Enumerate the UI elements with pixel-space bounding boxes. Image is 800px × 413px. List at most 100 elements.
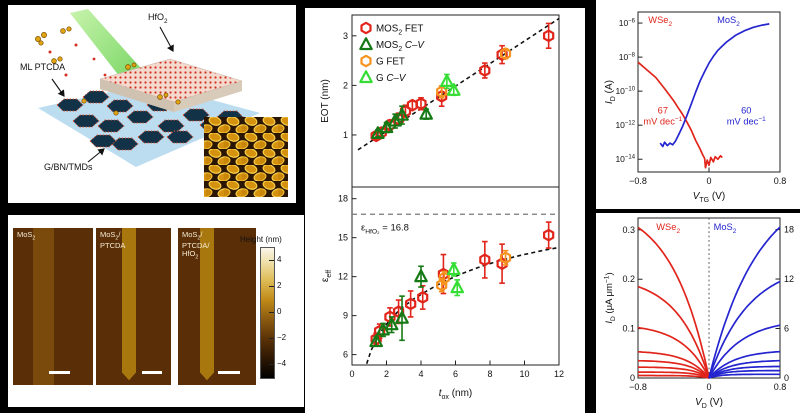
afm-image-2: MoS2/PTCDA: [96, 228, 171, 385]
svg-text:0.8: 0.8: [774, 176, 787, 186]
svg-text:67: 67: [658, 105, 668, 115]
afm-image-label: MoS2: [17, 230, 36, 242]
svg-text:12: 12: [784, 274, 794, 284]
svg-text:15: 15: [338, 233, 348, 243]
svg-text:0.3: 0.3: [622, 225, 635, 235]
schematic-drawing: [35, 9, 288, 197]
chart-transfer: 10−6 10−8 10−10 10−12 10−14 −0.8 0 0.8 WSe2 MoS2 6…: [604, 11, 787, 204]
svg-text:6: 6: [784, 324, 789, 334]
afm-image-3: MoS2/PTCDA/HfO2: [178, 228, 256, 385]
eot-series-mos2-cv: [371, 105, 433, 140]
svg-text:0: 0: [349, 369, 354, 379]
colorbar-tick-mark: [269, 312, 274, 313]
colorbar-title: Height (nm): [240, 235, 282, 244]
svg-text:2: 2: [343, 80, 348, 90]
label-ml-ptcda: ML PTCDA: [20, 62, 66, 72]
svg-text:G C–V: G C–V: [376, 73, 407, 84]
svg-text:WSe2: WSe2: [656, 222, 680, 235]
svg-text:mV dec−1: mV dec−1: [727, 116, 766, 127]
colorbar-tick: −2: [277, 333, 287, 342]
eps-series-mos2-fet: [370, 221, 555, 346]
svg-text:10−14: 10−14: [615, 154, 635, 164]
svg-text:0.8: 0.8: [774, 382, 787, 392]
svg-text:2: 2: [384, 369, 389, 379]
svg-text:10−10: 10−10: [615, 86, 635, 96]
svg-text:10−6: 10−6: [619, 18, 636, 28]
eps-series-g-fet: [436, 249, 512, 293]
svg-text:8: 8: [487, 369, 492, 379]
svg-text:VTG (V): VTG (V): [693, 191, 726, 204]
svg-text:VD (V): VD (V): [695, 397, 723, 410]
eot-series-g-fet: [436, 47, 512, 99]
svg-text:0: 0: [630, 373, 635, 383]
svg-text:εeff: εeff: [320, 270, 333, 282]
svg-text:3: 3: [343, 31, 348, 41]
substrate-slab: [38, 83, 260, 167]
svg-text:9: 9: [343, 311, 348, 321]
svg-text:12: 12: [338, 272, 348, 282]
colorbar-tick: −4: [277, 359, 287, 368]
svg-text:0: 0: [706, 382, 711, 392]
panel-eot-eps: 1 2 3 MOS2 FET MOS2 C–V G FET G C–V EOT (nm) 6 9 1…: [305, 8, 585, 413]
label-substrate: G/BN/TMDs: [44, 162, 93, 172]
afm-scale-bar: [218, 371, 240, 374]
svg-text:6: 6: [343, 350, 348, 360]
svg-text:−0.8: −0.8: [629, 382, 647, 392]
colorbar-tick-mark: [269, 286, 274, 287]
svg-text:−0.8: −0.8: [629, 176, 647, 186]
afm-inset-image: [204, 117, 288, 197]
output-family-left: [637, 226, 710, 379]
colorbar-tick: 0: [277, 307, 282, 316]
panel-afm: MoS2 MoS2/PTCDA MoS2/PTCDA/HfO2 Height (nm)…: [8, 215, 304, 407]
svg-text:MOS2 C–V: MOS2 C–V: [376, 40, 425, 53]
svg-text:MoS2: MoS2: [714, 222, 737, 235]
svg-text:10−12: 10−12: [615, 120, 635, 130]
colorbar-tick: 2: [277, 281, 282, 290]
svg-text:EOT (nm): EOT (nm): [320, 79, 331, 123]
panel-schematic: HfO2 ML PTCDA G/BN/TMDs: [8, 5, 296, 203]
colorbar-tick: 4: [277, 255, 282, 264]
svg-text:ID (A): ID (A): [604, 80, 617, 104]
afm-image-label: MoS2/PTCDA/HfO2: [182, 230, 210, 261]
afm-image-1: MoS2: [13, 228, 93, 385]
svg-text:18: 18: [338, 194, 348, 204]
svg-text:1: 1: [343, 130, 348, 140]
height-colorbar: [260, 247, 275, 379]
svg-text:εHfO₂ = 16.8: εHfO₂ = 16.8: [361, 222, 409, 235]
transfer-curve-MoS2: [659, 23, 770, 148]
svg-text:12: 12: [554, 369, 564, 379]
label-arrows: [51, 26, 174, 163]
output-family-right: [708, 226, 781, 379]
colorbar-tick-mark: [269, 260, 274, 261]
afm-flake-stripe: [122, 228, 136, 381]
afm-scale-bar: [49, 371, 70, 374]
svg-text:MOS2 FET: MOS2 FET: [376, 23, 423, 36]
afm-scale-bar: [142, 371, 162, 374]
svg-text:10: 10: [519, 369, 529, 379]
transfer-curve-WSe2: [637, 61, 723, 169]
svg-text:MoS2: MoS2: [717, 15, 740, 28]
svg-text:6: 6: [453, 369, 458, 379]
colorbar-tick-mark: [269, 338, 274, 339]
ptcda-molecules: [35, 26, 181, 116]
afm-image-label: MoS2/PTCDA: [100, 230, 126, 250]
svg-text:WSe2: WSe2: [648, 15, 672, 28]
svg-text:0.1: 0.1: [622, 324, 635, 334]
svg-text:10−8: 10−8: [619, 52, 636, 62]
svg-text:0: 0: [784, 373, 789, 383]
svg-text:60: 60: [741, 105, 751, 115]
panel-transfer: 10−6 10−8 10−10 10−12 10−14 −0.8 0 0.8 WSe2 MoS2 6…: [596, 0, 800, 209]
eps-fit-line: [365, 246, 560, 364]
label-hfo2: HfO2: [148, 12, 168, 25]
svg-text:18: 18: [784, 225, 794, 235]
afm-flake-stripe: [33, 228, 54, 385]
eps-series-g-cv: [446, 262, 465, 297]
svg-text:4: 4: [418, 369, 423, 379]
svg-text:tox (nm): tox (nm): [439, 388, 473, 401]
colorbar-tick-mark: [269, 364, 274, 365]
hfo2-slab: [99, 58, 243, 112]
precursor-dots: [48, 43, 107, 77]
